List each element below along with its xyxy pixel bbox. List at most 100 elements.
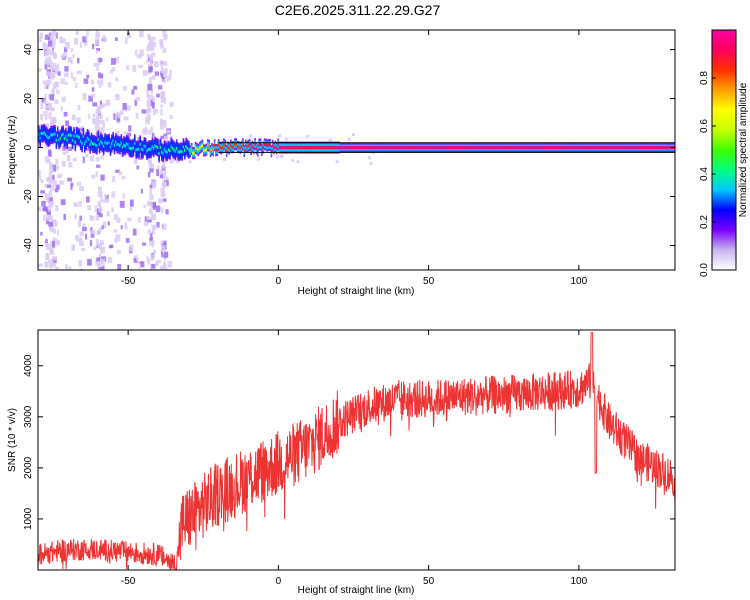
noise-cell <box>79 240 84 246</box>
ridge-core <box>247 144 250 148</box>
ridge-core <box>535 146 538 150</box>
noise-cell <box>52 52 56 58</box>
ridge-core <box>619 146 621 150</box>
ridge-core <box>323 146 325 150</box>
snr-panel: -50 0 50 100 1000 2000 3000 4000 Height of stra… <box>7 329 676 596</box>
noise-cell <box>147 33 151 39</box>
ridge-core <box>88 137 90 141</box>
spectrogram-frame <box>37 29 676 271</box>
ridge-core <box>488 146 490 150</box>
noise-cell <box>57 173 62 179</box>
noise-cell <box>42 80 47 85</box>
noise-cell <box>110 58 116 65</box>
ridge-core <box>209 149 212 153</box>
ridge-core <box>119 143 121 147</box>
ridge-core <box>607 146 609 150</box>
ridge-core <box>140 147 143 151</box>
noise-cell <box>55 184 60 190</box>
noise-cell <box>99 261 102 267</box>
noise-cell <box>98 186 102 193</box>
noise-cell <box>129 244 134 252</box>
ridge-core <box>299 146 301 150</box>
noise-cell <box>136 54 142 59</box>
ridge-core <box>634 146 636 150</box>
ridge-core <box>431 146 434 150</box>
noise-cell <box>100 174 105 181</box>
noise-cell <box>96 30 99 37</box>
colorbar-tick-label: 0.4 <box>699 167 710 181</box>
noise-cell <box>50 108 55 112</box>
noise-cell <box>44 115 48 120</box>
noise-cell <box>49 261 52 269</box>
noise-cell <box>93 246 97 250</box>
noise-cell <box>73 77 77 81</box>
noise-cell <box>40 102 44 109</box>
noise-cell <box>116 131 120 138</box>
ridge-core <box>668 146 670 150</box>
noise-cell <box>44 64 48 70</box>
ridge-core <box>405 146 408 150</box>
noise-cell <box>46 243 50 250</box>
ridge-core <box>564 146 566 150</box>
noise-cell <box>49 166 54 173</box>
ridge-core <box>622 146 624 150</box>
noise-cell <box>99 119 105 125</box>
noise-cell <box>147 229 151 234</box>
ridge-core <box>649 146 651 150</box>
ridge-core <box>194 146 197 150</box>
ridge-core <box>658 146 661 150</box>
noise-cell <box>104 194 107 198</box>
ridge-core <box>332 146 335 150</box>
x-tick-label: -50 <box>121 576 136 587</box>
noise-cell <box>146 216 152 220</box>
noise-cell <box>151 52 156 57</box>
ridge-core <box>534 146 536 150</box>
noise-cell <box>126 65 129 70</box>
noise-cell <box>55 266 59 270</box>
ridge-core <box>513 146 516 150</box>
noise-cell <box>111 207 114 213</box>
noise-cell <box>162 61 168 66</box>
noise-cell <box>45 159 51 164</box>
ridge-core <box>470 146 473 150</box>
ridge-core <box>42 132 44 136</box>
ridge-core <box>277 143 279 147</box>
noise-cell <box>162 119 167 124</box>
ridge-core <box>549 146 551 150</box>
noise-cell <box>44 184 49 188</box>
ridge-core <box>472 146 474 150</box>
snr-ticks: -50 0 50 100 1000 2000 3000 4000 <box>23 330 675 587</box>
ridge-core <box>661 146 663 150</box>
ridge-core <box>386 146 389 150</box>
noise-cell <box>158 198 163 204</box>
ridge-core <box>208 144 210 148</box>
noise-cell <box>75 31 79 35</box>
noise-cell <box>95 171 98 178</box>
noise-cell <box>96 50 99 54</box>
ridge-core <box>82 135 85 139</box>
ridge-core <box>378 146 381 150</box>
noise-cell <box>96 208 101 215</box>
ridge-core <box>321 146 324 150</box>
ridge-core <box>482 146 485 150</box>
ridge-core <box>254 142 256 146</box>
ridge-core <box>580 146 582 150</box>
ridge-core <box>542 146 544 150</box>
noise-cell <box>51 38 56 45</box>
ridge-core <box>108 141 110 145</box>
ridge-core <box>43 131 45 135</box>
ridge-core <box>393 146 396 150</box>
ridge-core <box>292 146 294 150</box>
ridge-core <box>438 146 440 150</box>
noise-cell <box>148 269 152 270</box>
ridge-core <box>459 146 462 150</box>
noise-cell <box>146 108 152 113</box>
ridge-core <box>81 141 83 145</box>
noise-cell <box>90 227 93 232</box>
noise-cell <box>49 32 52 36</box>
ridge-core <box>500 146 502 150</box>
noise-cell <box>160 118 163 124</box>
ridge-core <box>136 147 139 151</box>
ridge-core <box>603 146 605 150</box>
noise-cell <box>90 231 95 238</box>
